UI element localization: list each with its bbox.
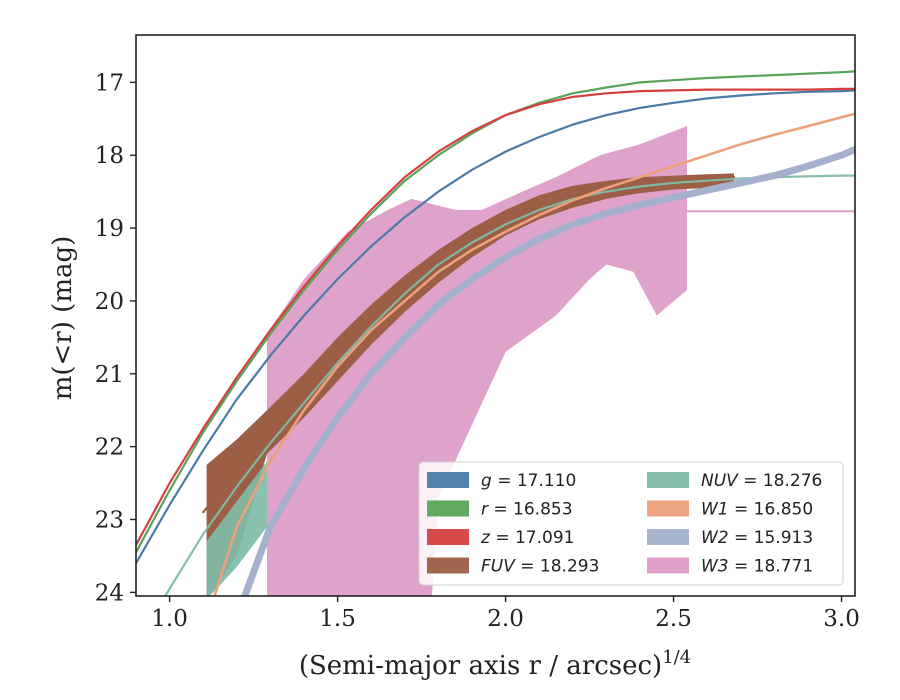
legend-item-r: r = 16.853 [427,500,573,520]
legend-label-value: = 15.913 [729,528,814,548]
x-tick-label: 1.0 [151,606,188,632]
legend-label: r = 16.853 [481,500,573,520]
legend-label: FUV = 18.293 [481,557,599,577]
y-tick-label: 20 [95,289,124,315]
legend-label: NUV = 18.276 [701,471,822,491]
series-line-z [136,87,855,547]
legend-label: g = 17.110 [481,471,576,491]
x-axis-title: (Semi-major axis r / arcsec)1/4 [299,647,691,681]
series-line-w1 [213,112,855,596]
legend-label-value: = 18.771 [729,557,814,577]
x-axis-title-superscript: 1/4 [662,647,691,668]
y-axis-title: m(<r) (mag) [48,236,78,401]
legend-swatch [647,557,689,574]
band-fuv [206,173,734,596]
legend-label: W2 = 15.913 [701,528,813,548]
x-tick-label: 2.5 [655,606,692,632]
legend-label-var: W2 [701,528,729,548]
legend-item-w1: W1 = 16.850 [647,500,813,520]
legend-swatch [427,500,469,517]
legend-label: z = 17.091 [480,528,574,548]
series-line-w2 [241,145,855,596]
legend-item-w3: W3 = 18.771 [647,557,813,577]
y-tick-label: 23 [95,508,124,534]
x-tick-label: 1.5 [319,606,356,632]
ticks-layer: 1.0 1.5 2.0 2.5 3.0 17 18 19 20 21 22 23 24 [95,70,860,632]
legend-label-var: W1 [701,500,729,520]
legend-label-value: = 17.110 [492,471,577,491]
legend-item-z: z = 17.091 [427,528,574,548]
legend-label-var: NUV [701,471,739,491]
y-tick-label: 17 [95,70,124,96]
legend-label: W3 = 18.771 [701,557,813,577]
legend-swatch [647,529,689,545]
legend-label-value: = 17.091 [490,528,575,548]
x-tick-label: 2.0 [487,606,524,632]
legend-label-var: FUV [481,557,516,577]
legend-label-value: = 16.853 [488,500,573,520]
legend-item-w2: W2 = 15.913 [647,528,813,548]
legend-swatch [647,500,689,517]
y-tick-label: 21 [95,362,124,388]
legend-swatch [427,557,469,574]
band-w3 [267,126,687,596]
legend-label-var: z [480,528,491,548]
legend-label-value: = 18.293 [515,557,600,577]
legend-item-g: g = 17.110 [427,471,576,491]
legend-label-var: W3 [701,557,729,577]
legend-swatch [427,472,469,488]
legend-label-value: = 16.850 [729,500,814,520]
x-axis-title-main: (Semi-major axis r / arcsec) [299,651,662,681]
legend-swatch [647,472,689,488]
y-tick-label: 19 [95,216,124,242]
legend-label-var: r [481,500,489,520]
series-layer [136,70,855,596]
legend-label-var: g [481,471,492,491]
legend-item-fuv: FUV = 18.293 [427,557,599,577]
legend-box [418,461,844,586]
legend-label-value: = 18.276 [738,471,823,491]
y-tick-label: 24 [95,580,124,606]
legend-label: W1 = 16.850 [701,500,813,520]
y-tick-label: 18 [95,143,124,169]
series-line-g [136,89,855,565]
x-tick-label: 3.0 [823,606,860,632]
legend-item-nuv: NUV = 18.276 [647,471,822,491]
plot-frame [135,34,856,597]
legend-swatch [427,529,469,545]
y-tick-label: 22 [95,435,124,461]
